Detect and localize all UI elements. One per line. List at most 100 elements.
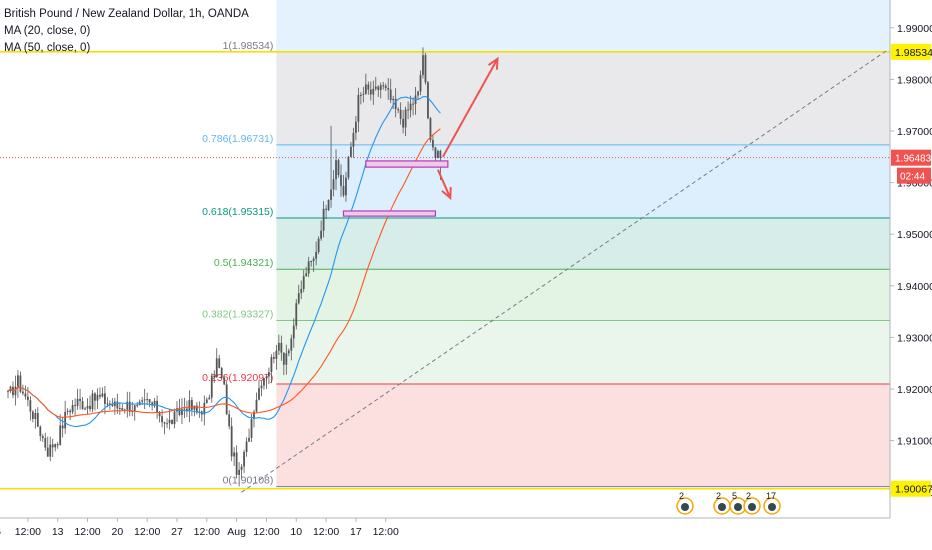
time-tick-label: 12:00 <box>74 526 100 538</box>
candle <box>41 433 44 443</box>
candle-body <box>337 160 340 175</box>
candle-body <box>223 377 226 385</box>
candle-body <box>44 438 47 448</box>
candle <box>317 236 320 255</box>
candle <box>166 418 168 429</box>
candle-body <box>359 94 362 96</box>
arrow-shaft <box>442 58 499 158</box>
candle-body <box>382 85 385 87</box>
candle-body <box>235 452 238 475</box>
hline-price-badge <box>891 480 931 497</box>
countdown-label: 02:44 <box>900 172 925 183</box>
candle-body <box>113 401 116 407</box>
candle-body <box>133 405 136 412</box>
zone-rect-2 <box>342 210 437 217</box>
fib-band-0.618 <box>276 217 890 270</box>
candle <box>22 384 24 396</box>
candle <box>387 78 390 100</box>
candle-body <box>280 342 283 353</box>
candle <box>173 408 176 429</box>
candle-body <box>24 393 27 397</box>
symbol-title[interactable]: British Pound / New Zealand Dollar, 1h, … <box>4 8 249 20</box>
candle <box>374 77 377 91</box>
candle <box>432 134 434 151</box>
event-dot-icon <box>718 503 726 511</box>
candle <box>407 101 409 120</box>
event-marker: 2 <box>713 491 731 515</box>
candle <box>245 437 248 457</box>
price-tick-label: 1.99000 <box>897 23 932 35</box>
candle-body <box>190 400 193 410</box>
zone-rect-1 <box>365 160 449 168</box>
candle <box>377 85 380 98</box>
event-marker: 17 <box>763 491 781 515</box>
fib-band-1 <box>276 51 890 145</box>
candle-body <box>253 411 255 420</box>
candle-body <box>297 293 300 304</box>
candle <box>223 374 226 386</box>
candle-body <box>79 398 81 402</box>
candle-body <box>111 403 114 407</box>
candle-body <box>357 94 360 122</box>
candle-body <box>64 411 67 429</box>
candle-body <box>424 55 427 83</box>
candle-body <box>89 405 91 410</box>
candle-body <box>22 391 24 394</box>
ma20-legend[interactable]: MA (20, close, 0) <box>4 25 91 37</box>
candle-body <box>51 444 54 448</box>
candle-body <box>412 103 414 105</box>
ma50-legend[interactable]: MA (50, close, 0) <box>4 42 91 54</box>
candle-body <box>285 353 288 365</box>
candle <box>171 419 173 425</box>
candle <box>369 81 372 101</box>
candle <box>359 92 362 105</box>
candle-body <box>268 372 270 377</box>
candle-body <box>342 185 345 196</box>
event-marker: 2 <box>743 491 761 515</box>
event-marker: 5 <box>729 491 747 515</box>
candle <box>305 266 308 277</box>
candle <box>235 445 238 479</box>
candle <box>188 390 191 423</box>
candle-body <box>108 403 111 405</box>
candle-body <box>439 150 442 158</box>
time-tick-label: 27 <box>171 526 183 538</box>
candle-body <box>168 419 171 424</box>
candle-body <box>195 405 198 412</box>
candle-body <box>205 399 208 403</box>
candle <box>409 95 412 118</box>
candle <box>51 438 54 457</box>
fib-label-0.5: 0.5(1.94321) <box>214 257 274 269</box>
candle <box>178 398 181 417</box>
candle <box>136 401 139 408</box>
candle <box>213 370 216 383</box>
fib-label-1: 1(1.98534) <box>223 40 274 52</box>
candle <box>397 107 400 114</box>
candle-body <box>422 55 424 75</box>
arrow-head <box>487 56 499 70</box>
candle <box>19 371 22 394</box>
candle-body <box>156 400 158 413</box>
candle-body <box>270 357 273 373</box>
candle-body <box>310 261 313 263</box>
candle-body <box>260 385 263 389</box>
candle-body <box>56 444 59 446</box>
candle-body <box>203 402 206 415</box>
fib-top-zone <box>276 0 890 52</box>
candle <box>186 400 188 418</box>
candle-body <box>218 358 221 368</box>
candle <box>275 345 278 370</box>
price-tick-label: 1.98000 <box>897 74 932 86</box>
time-tick-label: 20 <box>111 526 123 538</box>
candle-body <box>104 393 106 404</box>
candle-body <box>240 466 243 470</box>
candle-body <box>302 276 305 289</box>
candle <box>230 417 233 462</box>
candle-body <box>312 258 315 262</box>
event-dot-icon <box>748 503 756 511</box>
candle <box>34 408 37 429</box>
candle <box>335 149 337 191</box>
candle-body <box>183 408 186 410</box>
candle <box>176 401 178 422</box>
